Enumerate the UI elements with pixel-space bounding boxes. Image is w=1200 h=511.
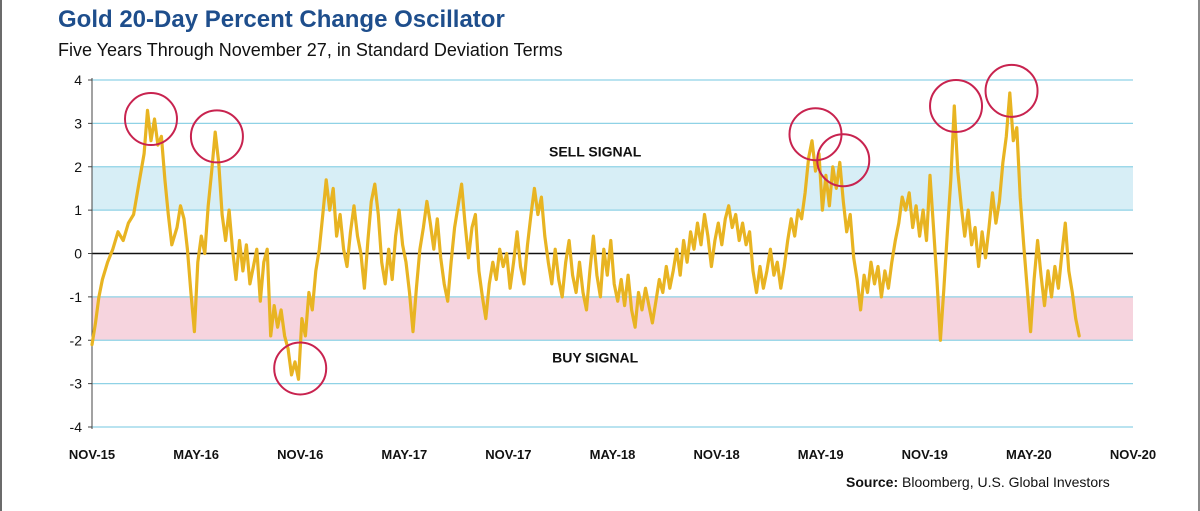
- y-tick-label: 0: [74, 246, 82, 262]
- y-tick-label: -3: [70, 376, 83, 392]
- highlight-circle-5: [929, 79, 984, 134]
- x-tick-label: MAY-16: [173, 447, 219, 462]
- source-note: Source: Bloomberg, U.S. Global Investors: [846, 474, 1110, 490]
- x-tick-label: NOV-18: [693, 447, 739, 462]
- right-border: [1198, 0, 1200, 511]
- highlight-circle-0: [123, 92, 178, 147]
- x-tick-label: MAY-20: [1006, 447, 1052, 462]
- highlight-circle-4: [816, 133, 871, 188]
- oscillator-line: [90, 91, 1081, 381]
- band-labels: SELL SIGNAL BUY SIGNAL: [549, 144, 642, 366]
- x-axis: NOV-15 MAY-16 NOV-16 MAY-17 NOV-17 MAY-18 NOV-…: [69, 447, 1156, 462]
- x-tick-label: NOV-16: [277, 447, 323, 462]
- y-tick-label: -2: [70, 332, 83, 348]
- highlight-circle-2: [273, 341, 328, 396]
- source-text: Bloomberg, U.S. Global Investors: [902, 474, 1110, 490]
- signal-bands: [92, 166, 1133, 341]
- highlight-circle-1: [189, 109, 244, 164]
- series-layer: [90, 91, 1081, 381]
- band-label-0: SELL SIGNAL: [549, 144, 642, 160]
- y-tick-label: -1: [70, 289, 83, 305]
- x-tick-label: NOV-19: [902, 447, 948, 462]
- chart-title: Gold 20-Day Percent Change Oscillator: [58, 6, 505, 33]
- band-0: [92, 166, 1133, 211]
- band-1: [92, 296, 1133, 341]
- left-border: [0, 0, 2, 511]
- y-tick-label: 4: [74, 72, 82, 88]
- y-tick-label: 2: [74, 159, 82, 175]
- y-tick-label: 3: [74, 115, 82, 131]
- y-tick-label: 1: [74, 202, 82, 218]
- x-tick-label: NOV-20: [1110, 447, 1156, 462]
- x-tick-label: MAY-18: [590, 447, 636, 462]
- highlight-circles: [123, 63, 1039, 396]
- x-tick-label: NOV-15: [69, 447, 115, 462]
- gridlines: [92, 79, 1133, 428]
- highlight-circle-3: [788, 107, 843, 162]
- y-tick-label: -4: [70, 419, 83, 435]
- source-label: Source:: [846, 474, 899, 490]
- band-label-1: BUY SIGNAL: [552, 350, 639, 366]
- highlight-circle-6: [984, 63, 1039, 118]
- y-axis: 4 3 2 1 0 -1 -2 -3 -4: [70, 72, 93, 435]
- x-tick-label: MAY-19: [798, 447, 844, 462]
- x-tick-label: MAY-17: [381, 447, 427, 462]
- chart-subtitle: Five Years Through November 27, in Stand…: [58, 40, 563, 60]
- x-tick-label: NOV-17: [485, 447, 531, 462]
